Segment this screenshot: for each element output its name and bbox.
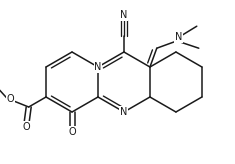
- Text: O: O: [23, 122, 31, 132]
- Text: N: N: [175, 32, 182, 42]
- Text: O: O: [68, 127, 76, 137]
- Text: N: N: [120, 107, 128, 117]
- Text: O: O: [7, 94, 15, 104]
- Text: N: N: [94, 62, 102, 72]
- Text: N: N: [120, 10, 128, 20]
